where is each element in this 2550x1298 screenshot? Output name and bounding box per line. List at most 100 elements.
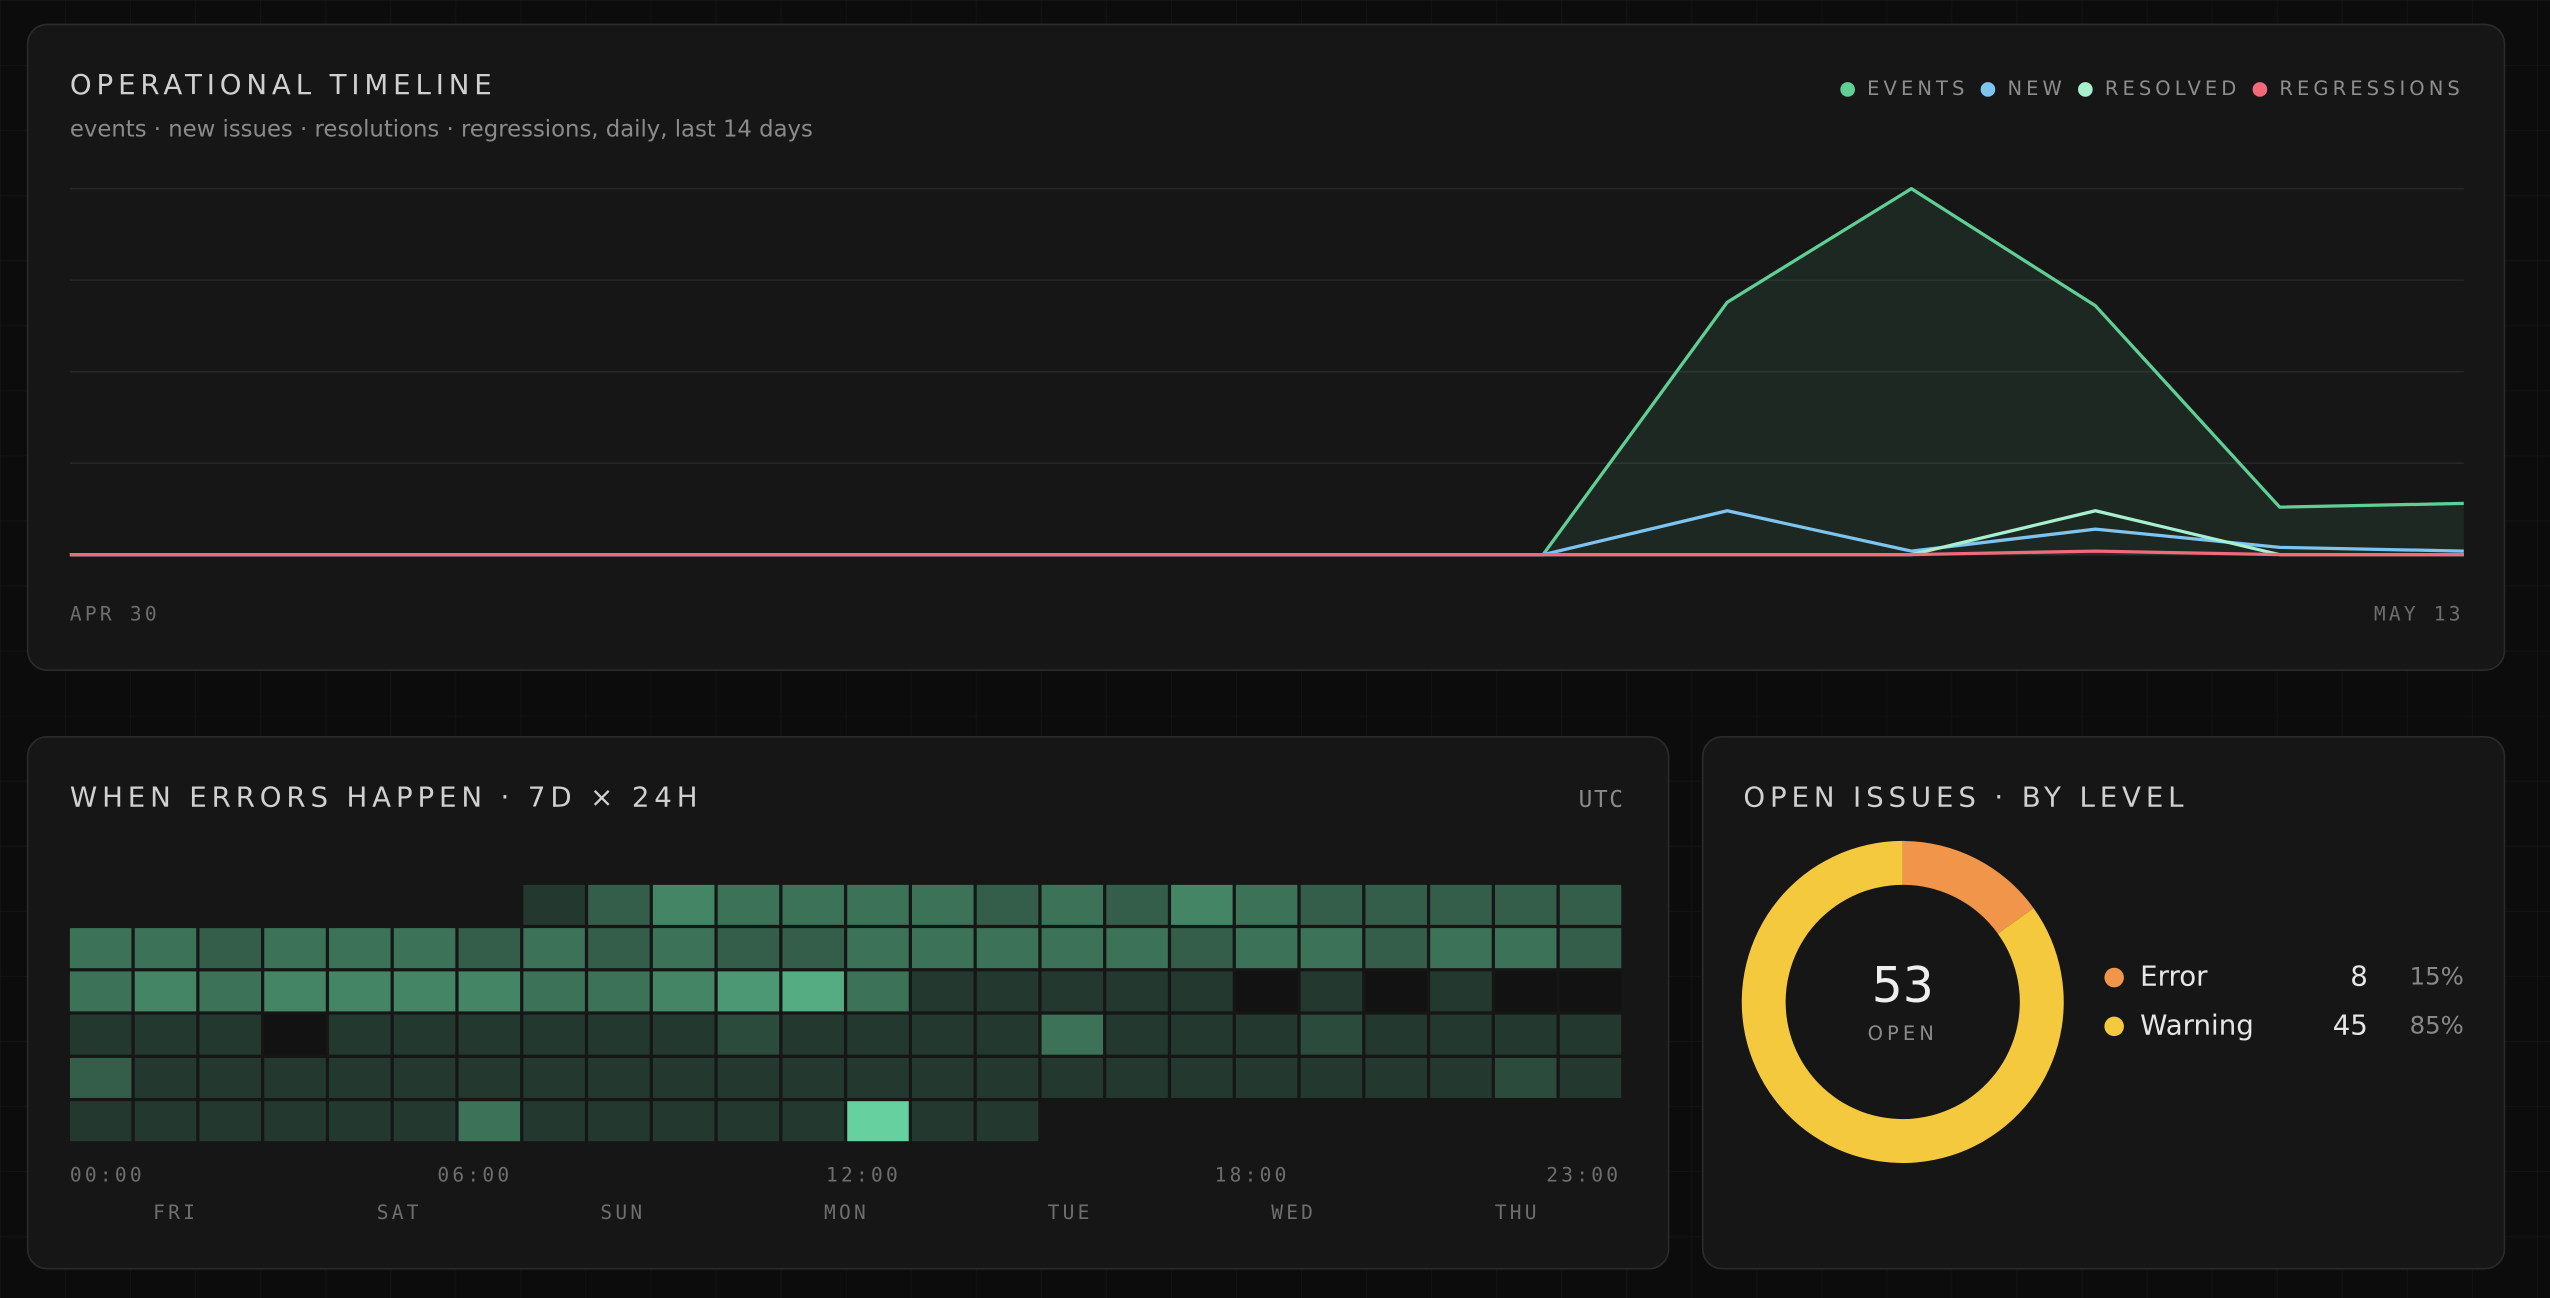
heat-cell [1041, 971, 1104, 1012]
heat-cell [1235, 928, 1298, 969]
heat-cell [69, 971, 132, 1012]
heat-cell [134, 928, 197, 969]
day-label: FRI [153, 1201, 198, 1224]
day-label: SUN [600, 1201, 645, 1224]
total-label: OPEN [1868, 1022, 1938, 1045]
heat-cell [1300, 928, 1363, 969]
heat-cell [393, 1101, 456, 1142]
heat-cell [652, 1014, 715, 1055]
heat-cell [1041, 1014, 1104, 1055]
heat-cell [717, 928, 780, 969]
legend-label: NEW [2007, 77, 2065, 100]
heat-cell [393, 1057, 456, 1098]
heat-cell [329, 928, 391, 969]
heat-cell [393, 971, 456, 1012]
heat-cell [134, 1057, 197, 1098]
heat-cell [264, 1101, 326, 1142]
heat-cell [847, 1101, 909, 1142]
heat-cell [523, 1014, 585, 1055]
heat-cell [393, 928, 456, 969]
heat-cell [1300, 884, 1363, 925]
heat-cell [1365, 1057, 1427, 1098]
heat-cell [1559, 884, 1622, 925]
legend-label: Error [2140, 960, 2208, 993]
x-tick-label: APR 30 [70, 602, 160, 625]
heat-cell [976, 884, 1039, 925]
heat-cell [1559, 1057, 1622, 1098]
timeline-panel [26, 23, 2506, 671]
legend-label: Warning [2140, 1008, 2254, 1041]
heat-cell [1300, 1057, 1363, 1098]
heat-cell [1106, 1057, 1168, 1098]
heat-cell [976, 1101, 1039, 1142]
heat-cell [1171, 1014, 1233, 1055]
heat-cell [458, 1057, 521, 1098]
heat-cell [911, 1014, 974, 1055]
heat-cell [199, 1101, 262, 1142]
heat-cell [588, 1101, 650, 1142]
heat-cell [134, 1014, 197, 1055]
heat-cell [458, 1014, 521, 1055]
heat-cell [911, 884, 974, 925]
heat-cell [976, 928, 1039, 969]
heat-cell [134, 1101, 197, 1142]
heat-cell [717, 1101, 780, 1142]
heat-cell [264, 1057, 326, 1098]
heat-cell [393, 1014, 456, 1055]
heat-cell [652, 928, 715, 969]
heat-cell [911, 928, 974, 969]
heat-cell [1494, 971, 1557, 1012]
heat-cell [1300, 971, 1363, 1012]
heat-cell [1041, 884, 1104, 925]
heat-cell [329, 971, 391, 1012]
heat-cell [588, 928, 650, 969]
legend-swatch [2252, 82, 2268, 97]
heat-cell [1171, 928, 1233, 969]
heat-cell [588, 884, 650, 925]
heat-cell [1559, 928, 1622, 969]
heat-cell [523, 971, 585, 1012]
heat-cell [1235, 1014, 1298, 1055]
heat-cell [458, 1101, 521, 1142]
heat-cell [847, 928, 909, 969]
heat-cell [199, 1057, 262, 1098]
heat-cell [1559, 1014, 1622, 1055]
heat-cell [652, 971, 715, 1012]
heat-cell [717, 1057, 780, 1098]
legend-label: EVENTS [1867, 77, 1968, 100]
heat-cell [847, 1057, 909, 1098]
heat-cell [652, 1057, 715, 1098]
heat-cell [1171, 1057, 1233, 1098]
heat-cell [1106, 1014, 1168, 1055]
area [69, 188, 2464, 555]
panel-title: OPERATIONAL TIMELINE [70, 68, 497, 101]
legend-swatch [1840, 82, 1855, 97]
heat-cell [1430, 884, 1492, 925]
heat-cell [1430, 971, 1492, 1012]
x-tick-label: 06:00 [437, 1164, 512, 1187]
heat-cell [1430, 928, 1492, 969]
heat-cell [782, 884, 844, 925]
chart-layer: APR 30 MAY 13 REGRESSIONS RESOLVED NEW EVENTS… [69, 77, 2464, 1224]
donut-panel [1701, 736, 2506, 1270]
heat-cell [69, 1057, 132, 1098]
heat-cell [523, 1101, 585, 1142]
heat-cell [588, 1057, 650, 1098]
share-label: 85% [2410, 1010, 2464, 1039]
legend-swatch [2104, 967, 2124, 988]
heat-cell [1235, 884, 1298, 925]
heat-cell [1171, 971, 1233, 1012]
donut-slice [1902, 840, 2034, 934]
heat-cell [199, 971, 262, 1012]
heat-cell [1559, 971, 1622, 1012]
heat-cell [911, 971, 974, 1012]
line [69, 549, 2464, 557]
heat-cell [523, 884, 585, 925]
x-tick-label: 00:00 [70, 1164, 145, 1187]
heat-cell [1106, 971, 1168, 1012]
heat-cell [1494, 928, 1557, 969]
heat-cell [1365, 884, 1427, 925]
heat-cell [1365, 1014, 1427, 1055]
